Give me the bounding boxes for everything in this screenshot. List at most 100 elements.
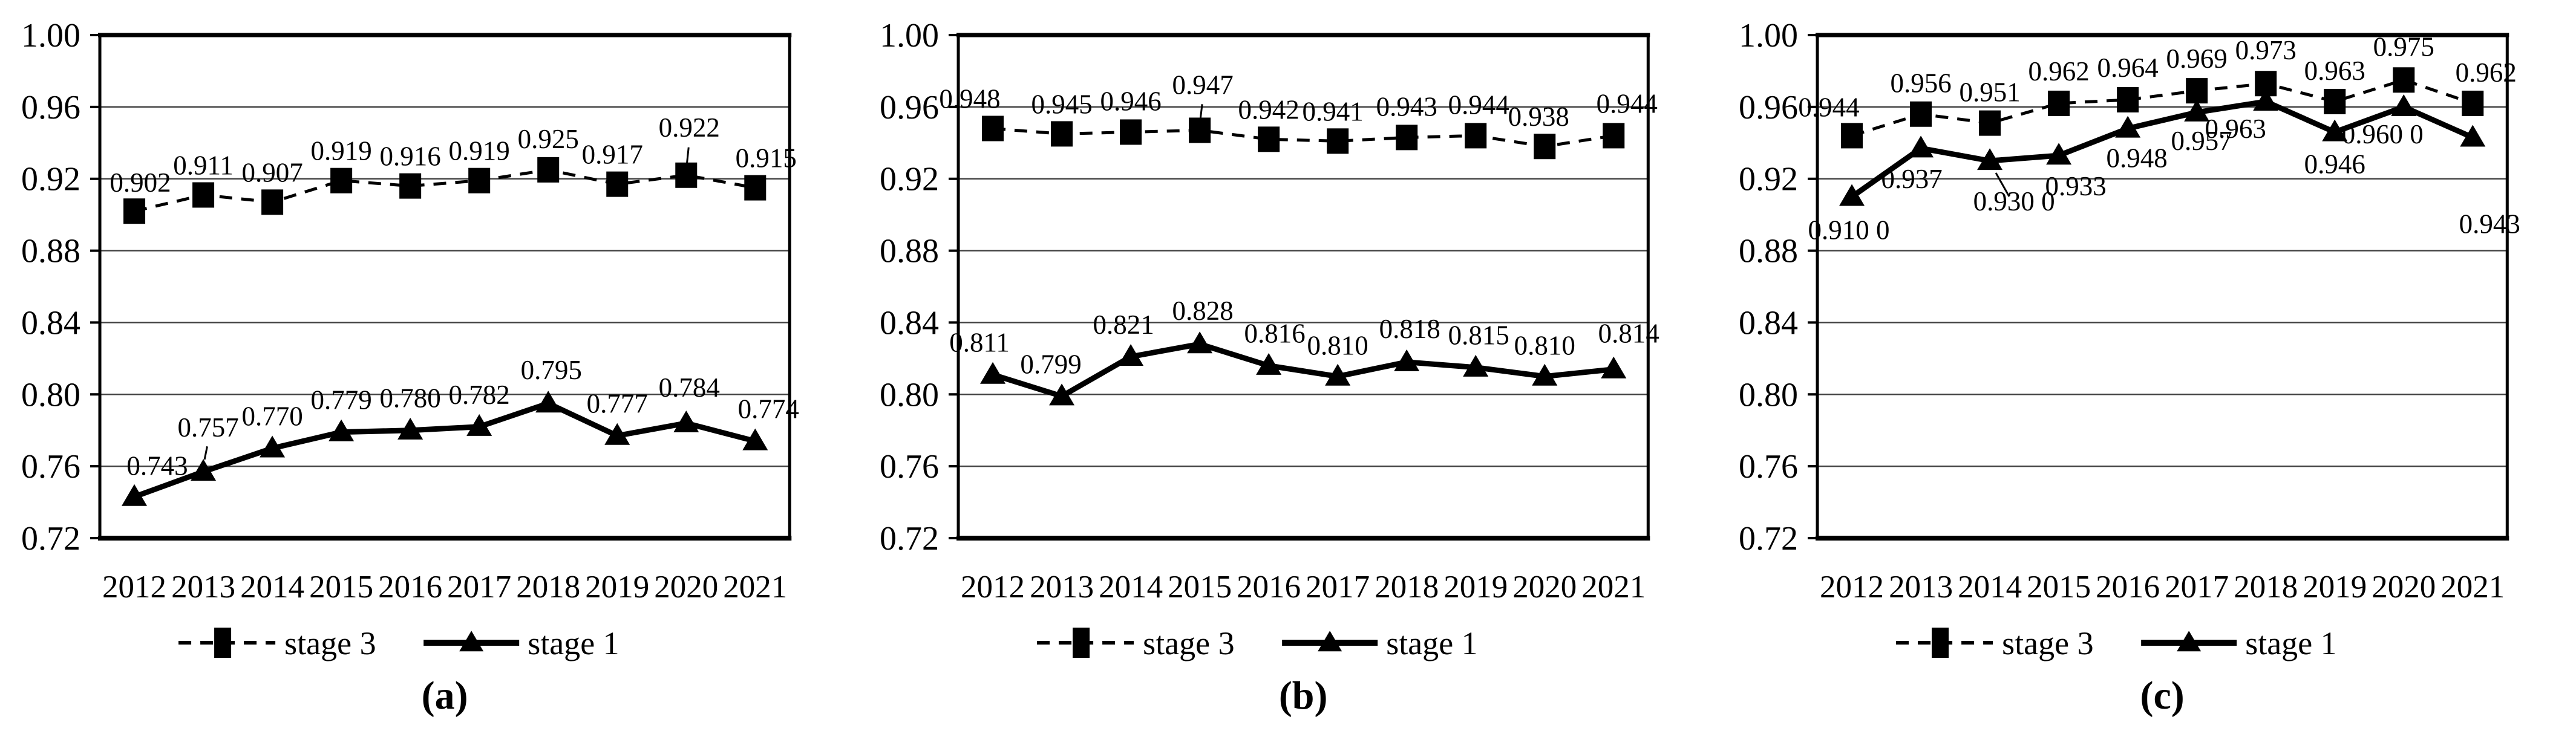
panel-caption: (b) — [1279, 674, 1328, 718]
data-label: 0.944 — [1597, 88, 1658, 119]
marker-square — [1603, 123, 1625, 149]
data-label: 0.818 — [1379, 314, 1440, 344]
y-tick-label: 0.84 — [1739, 304, 1798, 342]
x-tick-label: 2019 — [2303, 570, 2367, 605]
data-label: 0.960 0 — [2341, 119, 2423, 149]
x-tick-label: 2018 — [516, 570, 580, 605]
data-label: 0.821 — [1093, 310, 1154, 340]
data-label: 0.944 — [1448, 89, 1509, 120]
y-tick-label: 0.88 — [1739, 233, 1798, 270]
data-label: 0.933 — [2045, 171, 2106, 201]
marker-square — [261, 189, 284, 215]
legend-label-stage-3: stage 3 — [284, 625, 376, 661]
x-tick-label: 2013 — [171, 570, 235, 605]
data-label: 0.810 — [1514, 331, 1575, 361]
marker-triangle — [2252, 89, 2278, 111]
data-label: 0.975 — [2373, 31, 2434, 62]
data-label: 0.779 — [310, 385, 371, 415]
data-label: 0.777 — [587, 389, 648, 419]
data-label: 0.937 — [1881, 164, 1942, 194]
marker-square — [468, 167, 491, 193]
marker-square — [1327, 128, 1349, 154]
marker-square — [1465, 123, 1487, 149]
x-tick-label: 2015 — [309, 570, 373, 605]
legend-square-marker — [214, 628, 232, 658]
legend-square-marker — [1073, 628, 1090, 658]
data-label: 0.816 — [1244, 319, 1306, 349]
marker-triangle — [604, 423, 630, 445]
marker-triangle — [1256, 353, 1282, 375]
y-tick-label: 0.96 — [1739, 89, 1798, 126]
marker-square — [537, 157, 560, 183]
x-tick-label: 2020 — [2372, 570, 2436, 605]
data-label: 0.963 — [2304, 56, 2365, 86]
data-label: 0.919 — [310, 136, 371, 166]
marker-square — [1978, 110, 2001, 136]
series-line-stage-3 — [993, 127, 1615, 148]
data-label: 0.962 — [2028, 56, 2089, 86]
legend-triangle-marker — [1318, 631, 1342, 652]
legend-label-stage-1: stage 1 — [2245, 625, 2336, 661]
x-tick-label: 2017 — [2165, 570, 2229, 605]
marker-triangle — [1532, 363, 1558, 386]
legend-label-stage-1: stage 1 — [528, 625, 619, 661]
marker-triangle — [191, 459, 217, 481]
x-tick-label: 2016 — [378, 570, 442, 605]
data-label: 0.811 — [950, 328, 1010, 358]
x-tick-label: 2021 — [723, 570, 787, 605]
marker-triangle — [466, 414, 492, 436]
marker-square — [1189, 117, 1211, 143]
data-label: 0.925 — [518, 124, 579, 154]
marker-square — [606, 171, 629, 197]
y-tick-label: 0.72 — [21, 520, 80, 557]
marker-square — [744, 175, 767, 201]
chart-panel-b: 1.00 0.96 0.92 0.88 0.84 0.80 0.76 0.72 0.948 0.9… — [858, 0, 1717, 731]
data-label: 0.915 — [736, 143, 797, 174]
series-line-stage-3 — [134, 168, 756, 213]
marker-triangle — [122, 484, 148, 506]
x-tick-label: 2017 — [1306, 570, 1370, 605]
marker-triangle — [1049, 383, 1075, 406]
x-tick-label: 2015 — [1168, 570, 1232, 605]
data-label: 0.922 — [659, 112, 720, 143]
legend: stage 3 stage 1 — [178, 625, 619, 661]
y-tick-label: 0.80 — [1739, 376, 1798, 414]
marker-triangle — [2459, 125, 2485, 147]
data-label: 0.782 — [449, 380, 510, 410]
x-tick-label: 2016 — [1237, 570, 1301, 605]
marker-triangle — [742, 428, 768, 450]
marker-square — [1051, 121, 1073, 147]
marker-square — [399, 173, 422, 199]
legend-triangle-marker — [2176, 631, 2201, 652]
x-tick-label: 2017 — [447, 570, 511, 605]
y-tick-label: 0.80 — [21, 376, 80, 414]
series-line-stage-3 — [1851, 78, 2473, 137]
data-label: 0.815 — [1448, 320, 1509, 351]
marker-square — [982, 115, 1004, 141]
marker-square — [1909, 101, 1932, 127]
x-tick-label: 2021 — [2440, 570, 2505, 605]
data-label: 0.919 — [449, 136, 510, 166]
label-leader-line — [686, 147, 690, 163]
marker-triangle — [1601, 356, 1627, 378]
data-label: 0.757 — [177, 412, 238, 443]
marker-triangle — [535, 391, 561, 413]
x-tick-label: 2013 — [1889, 570, 1953, 605]
y-tick-label: 0.80 — [880, 376, 939, 414]
data-label: 0.963 — [2205, 114, 2266, 144]
y-tick-label: 0.92 — [880, 161, 939, 198]
data-label: 0.938 — [1508, 102, 1569, 132]
x-tick-label: 2018 — [2234, 570, 2298, 605]
y-tick-label: 0.92 — [1739, 161, 1798, 198]
x-tick-label: 2014 — [1099, 570, 1163, 605]
x-tick-label: 2019 — [585, 570, 649, 605]
y-tick-label: 0.76 — [21, 448, 80, 486]
marker-square — [1120, 119, 1142, 145]
data-label: 0.946 — [2304, 149, 2365, 179]
marker-triangle — [1907, 135, 1934, 158]
y-tick-label: 0.84 — [880, 304, 939, 342]
data-label: 0.828 — [1172, 296, 1234, 326]
marker-square — [1840, 123, 1863, 149]
y-tick-label: 0.96 — [21, 89, 80, 126]
